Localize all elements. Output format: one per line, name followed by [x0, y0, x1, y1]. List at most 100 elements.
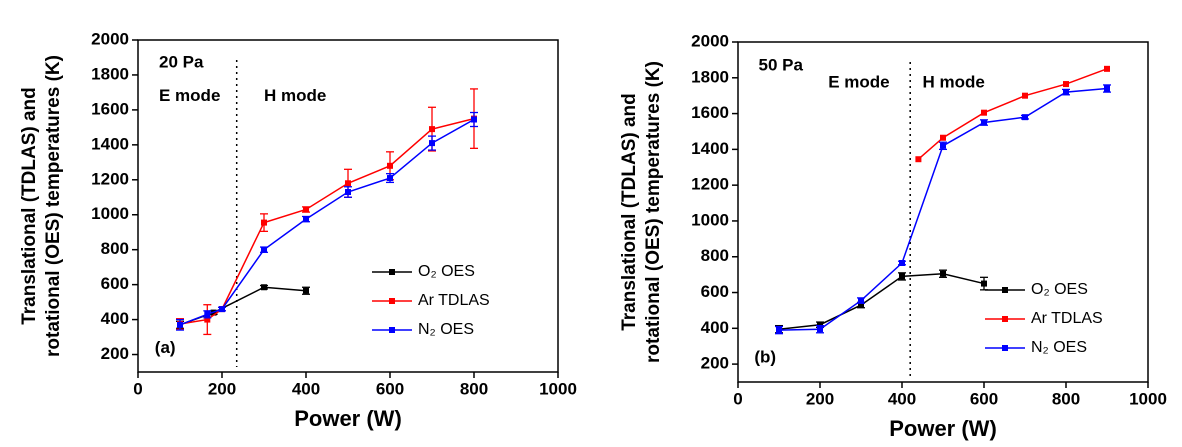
x-tick-label: 400 — [292, 379, 320, 398]
data-point — [429, 140, 435, 147]
data-point — [387, 162, 393, 169]
y-axis-label: rotational (OES) temperatures (K) — [43, 55, 64, 357]
series-line — [778, 272, 985, 330]
annotation: E mode — [159, 86, 220, 105]
x-tick-label: 200 — [208, 379, 236, 398]
data-point — [204, 316, 211, 323]
y-tick-label: 800 — [701, 246, 729, 265]
y-tick-label: 2000 — [691, 31, 729, 50]
data-point — [1104, 65, 1110, 72]
legend-marker — [389, 269, 395, 275]
x-tick-label: 600 — [376, 379, 404, 398]
annotation: H mode — [923, 72, 985, 91]
series-line — [179, 286, 307, 326]
y-axis-label: Translational (TDLAS) and — [619, 93, 640, 331]
annotation: 20 Pa — [159, 53, 204, 72]
annotation: 50 Pa — [759, 55, 804, 74]
legend-label: O₂ OES — [418, 263, 475, 280]
legend-marker — [389, 327, 395, 333]
plot-frame — [737, 41, 1149, 383]
x-tick-label: 200 — [806, 389, 834, 408]
y-tick-label: 400 — [701, 318, 729, 337]
y-axis-label: Translational (TDLAS) and — [19, 87, 40, 325]
legend-label: N₂ OES — [1031, 339, 1087, 356]
data-point — [899, 273, 905, 280]
x-tick-label: 0 — [133, 379, 142, 398]
annotation: (b) — [754, 348, 776, 367]
data-point — [429, 126, 435, 133]
data-point — [345, 180, 351, 187]
data-point — [940, 142, 946, 149]
data-point — [471, 116, 477, 123]
y-tick-label: 1400 — [91, 134, 129, 153]
data-point — [204, 311, 211, 318]
data-point — [261, 246, 267, 253]
x-tick-label: 1000 — [1129, 389, 1167, 408]
data-point — [940, 134, 946, 141]
data-point — [1063, 89, 1069, 96]
series-line — [917, 68, 1108, 160]
y-tick-label: 1600 — [691, 103, 729, 122]
y-tick-label: 600 — [101, 274, 129, 293]
data-point — [303, 206, 309, 213]
data-point — [303, 216, 309, 223]
legend-label: N₂ OES — [418, 321, 474, 338]
y-tick-label: 1400 — [691, 139, 729, 158]
legend-marker — [1002, 287, 1008, 293]
y-tick-label: 1200 — [691, 175, 729, 194]
data-point — [1063, 81, 1069, 88]
annotation: (a) — [155, 338, 176, 357]
x-axis-label: Power (W) — [889, 416, 997, 441]
y-tick-label: 1600 — [91, 99, 129, 118]
data-point — [981, 109, 987, 116]
y-tick-label: 1800 — [691, 67, 729, 86]
data-point — [817, 321, 823, 328]
y-tick-label: 800 — [101, 239, 129, 258]
y-tick-label: 2000 — [91, 29, 129, 48]
y-tick-label: 1800 — [91, 64, 129, 83]
data-point — [219, 306, 225, 313]
data-point — [387, 175, 393, 182]
data-point — [940, 270, 946, 277]
y-tick-label: 200 — [701, 354, 729, 373]
data-point — [261, 219, 267, 226]
legend-label: O₂ OES — [1031, 281, 1088, 298]
x-tick-label: 400 — [888, 389, 916, 408]
x-tick-label: 800 — [460, 379, 488, 398]
legend-label: Ar TDLAS — [1031, 310, 1103, 327]
data-point — [858, 302, 864, 309]
data-point — [177, 321, 183, 328]
x-tick-label: 0 — [733, 389, 742, 408]
data-point — [776, 327, 782, 334]
x-tick-label: 600 — [970, 389, 998, 408]
data-point — [1104, 85, 1110, 92]
data-point — [261, 284, 267, 291]
data-point — [1022, 92, 1028, 99]
legend-marker — [1002, 345, 1008, 351]
x-axis-label: Power (W) — [294, 406, 402, 431]
plot-frame — [137, 39, 559, 373]
data-point — [981, 280, 987, 287]
data-point — [1022, 114, 1028, 121]
y-tick-label: 200 — [101, 344, 129, 363]
y-tick-label: 1000 — [91, 204, 129, 223]
legend-label: Ar TDLAS — [418, 292, 490, 309]
y-tick-label: 1000 — [691, 210, 729, 229]
y-axis-label: rotational (OES) temperatures (K) — [643, 61, 664, 363]
legend-marker — [389, 298, 395, 304]
data-point — [899, 260, 905, 266]
data-point — [345, 189, 351, 196]
y-tick-label: 1200 — [91, 169, 129, 188]
x-tick-label: 800 — [1052, 389, 1080, 408]
annotation: H mode — [264, 86, 326, 105]
data-point — [303, 287, 309, 294]
annotation: E mode — [828, 72, 889, 91]
x-tick-label: 1000 — [539, 379, 577, 398]
data-point — [915, 156, 922, 163]
data-point — [858, 297, 864, 304]
y-tick-label: 600 — [701, 282, 729, 301]
data-point — [981, 119, 987, 126]
data-point — [817, 326, 823, 333]
y-tick-label: 400 — [101, 309, 129, 328]
